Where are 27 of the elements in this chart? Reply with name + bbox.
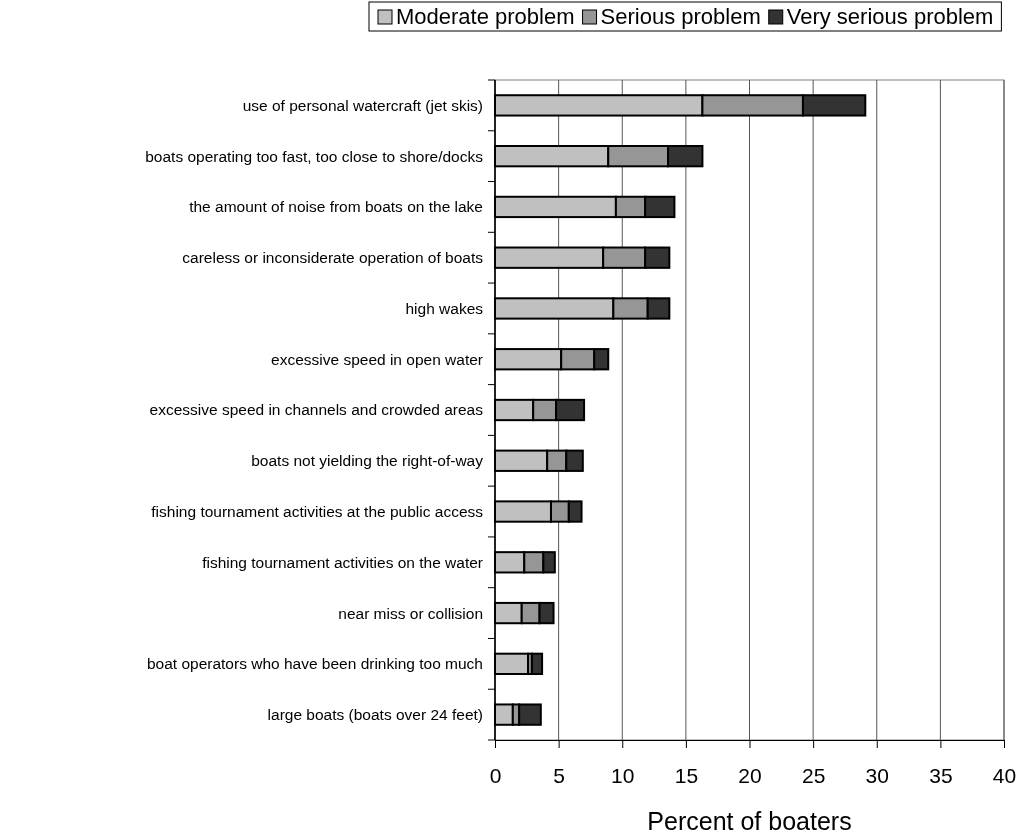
x-axis-title: Percent of boaters	[647, 807, 852, 835]
y-tick-label: the amount of noise from boats on the lake	[189, 198, 483, 216]
y-tick-label: boats operating too fast, too close to shore/docks	[145, 147, 484, 165]
y-tick-label: fishing tournament activities on the water	[202, 553, 483, 571]
y-tick-label: careless or inconsiderate operation of boats	[182, 249, 484, 267]
y-tick-label: large boats (boats over 24 feet)	[267, 706, 483, 724]
y-tick-label: high wakes	[405, 299, 484, 317]
x-tick-label: 30	[865, 763, 889, 787]
x-tick-label: 15	[674, 763, 699, 787]
y-tick-label: use of personal watercraft (jet skis)	[242, 96, 483, 114]
legend-label: Moderate problem	[396, 4, 575, 29]
legend-label: Very serious problem	[786, 4, 994, 29]
x-tick-label: 0	[489, 763, 502, 787]
y-tick-label: near miss or collision	[338, 604, 483, 622]
x-tick-label: 25	[801, 763, 826, 787]
y-tick-label: excessive speed in channels and crowded areas	[149, 401, 484, 419]
y-tick-label: fishing tournament activities at the public access	[151, 502, 484, 520]
bar	[530, 652, 544, 675]
y-tick-label: boats not yielding the right-of-way	[251, 452, 484, 470]
x-tick-label: 5	[553, 763, 565, 787]
x-tick-label: 10	[611, 763, 635, 787]
x-tick-label: 20	[738, 763, 762, 787]
x-tick-label: 35	[929, 763, 953, 787]
y-tick-label: boat operators who have been drinking too much	[146, 655, 483, 673]
y-tick-label: excessive speed in open water	[271, 350, 483, 368]
x-tick-label: 40	[992, 763, 1017, 787]
legend-label: Serious problem	[600, 4, 761, 29]
